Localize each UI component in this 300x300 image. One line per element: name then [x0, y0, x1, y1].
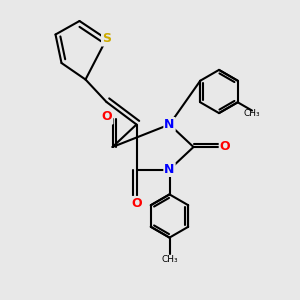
Text: N: N [164, 163, 175, 176]
Text: CH₃: CH₃ [161, 255, 178, 264]
Text: CH₃: CH₃ [244, 109, 260, 118]
Text: S: S [102, 32, 111, 46]
Text: O: O [131, 197, 142, 210]
Text: O: O [102, 110, 112, 124]
Text: O: O [220, 140, 230, 154]
Text: N: N [164, 118, 175, 131]
